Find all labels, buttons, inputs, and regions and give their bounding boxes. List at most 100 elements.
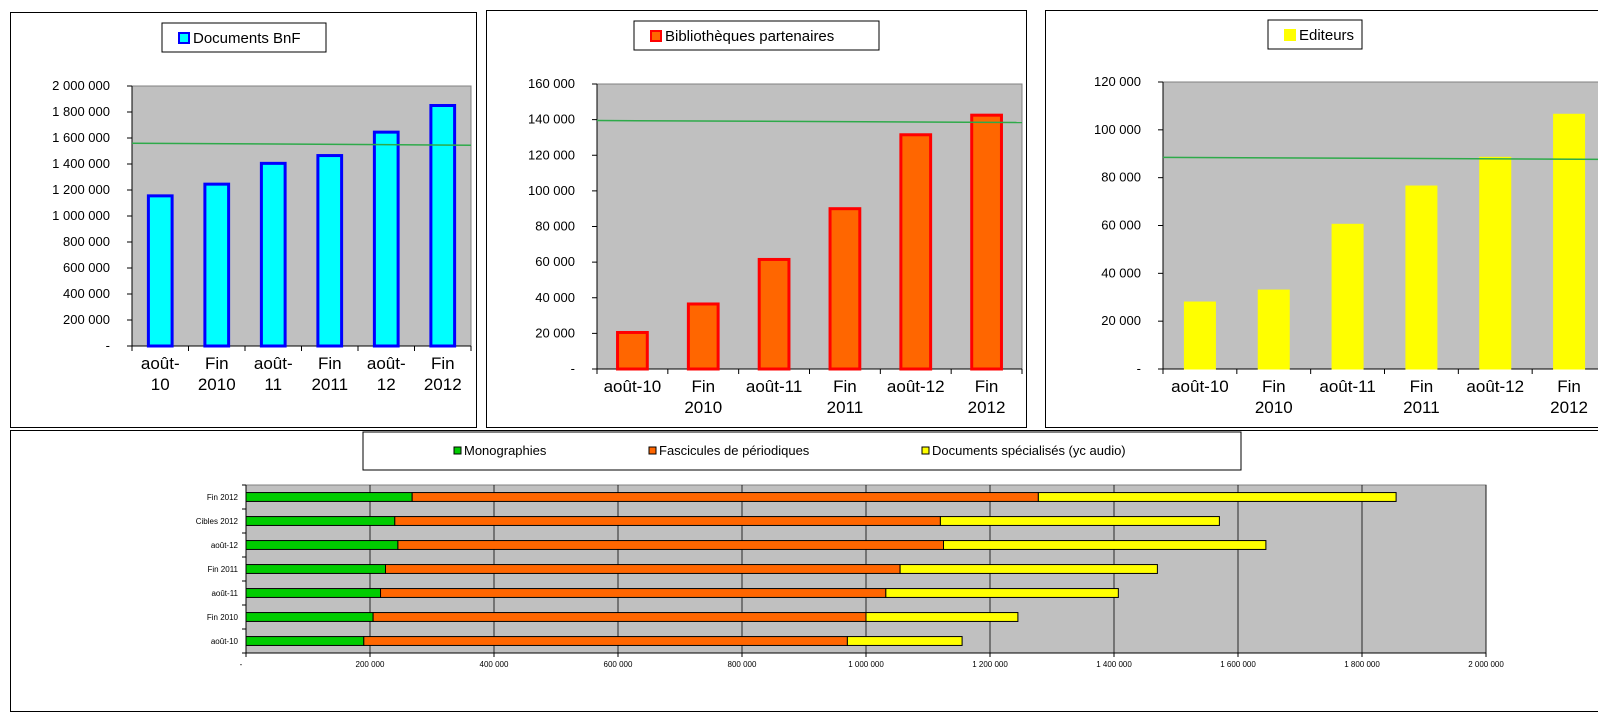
bar	[1257, 289, 1290, 370]
legend-swatch	[453, 446, 462, 455]
y-tick-label: Fin 2010	[207, 613, 239, 622]
y-tick-label: 80 000	[535, 219, 575, 234]
y-tick-label: Fin 2012	[207, 493, 239, 502]
legend-label: Editeurs	[1299, 27, 1354, 44]
x-tick-label: 2012	[1550, 398, 1588, 417]
bar-segment	[372, 612, 867, 622]
bar-segment	[1037, 492, 1397, 502]
x-tick-label: août-11	[1319, 377, 1375, 396]
y-tick-label: -	[106, 338, 110, 353]
y-tick-label: 60 000	[535, 254, 575, 269]
target-line	[596, 119, 1023, 124]
y-tick-label: 800 000	[63, 234, 110, 249]
x-tick-label: 11	[264, 375, 282, 394]
bar-segment	[394, 516, 941, 526]
legend-label: Documents BnF	[193, 30, 301, 47]
target-line	[1162, 156, 1598, 161]
x-tick-label: 1 800 000	[1344, 660, 1380, 669]
y-tick-label: -	[1137, 361, 1141, 376]
x-tick-label: -	[240, 660, 243, 669]
legend-label: Monographies	[464, 443, 547, 458]
x-tick-label: 2011	[311, 375, 348, 394]
chart-panel-editeurs: Editeurs - 20 000 40 000 60 000 80 000 100 000…	[1045, 10, 1598, 428]
x-tick-label: Fin	[1410, 377, 1434, 396]
x-tick-label: août-	[141, 354, 180, 373]
y-tick-label: 120 000	[528, 147, 575, 162]
bar-segment	[885, 588, 1119, 598]
x-tick-label: août-10	[1171, 377, 1229, 396]
y-tick-label: 20 000	[1101, 313, 1141, 328]
bar	[316, 154, 344, 348]
bar-segment	[385, 564, 901, 574]
bar	[899, 133, 933, 371]
bar	[616, 330, 649, 371]
bar	[372, 130, 400, 348]
y-tick-label: 1 400 000	[52, 156, 110, 171]
bar	[1553, 113, 1586, 370]
chart-panel-bibliotheques-partenaires: Bibliothèques partenaires - 20 000 40 000 60…	[486, 10, 1027, 428]
x-tick-label: août-	[367, 354, 406, 373]
bar	[1405, 185, 1438, 370]
x-tick-label: Fin	[1557, 377, 1581, 396]
legend-box	[1267, 19, 1363, 50]
bar-segment	[411, 492, 1039, 502]
bar-segment	[245, 492, 413, 502]
x-tick-label: Fin	[431, 354, 455, 373]
x-tick-label: Fin	[318, 354, 342, 373]
y-tick-label: Cibles 2012	[196, 517, 239, 526]
bar	[146, 194, 174, 348]
bar	[970, 113, 1003, 371]
legend-box	[633, 20, 880, 51]
y-tick-label: -	[571, 361, 575, 376]
legend-box	[362, 431, 1242, 471]
y-tick-label: 600 000	[63, 260, 110, 275]
y-tick-label: août-11	[211, 589, 238, 598]
bar-segment	[245, 588, 382, 598]
x-tick-label: 1 400 000	[1096, 660, 1132, 669]
x-tick-label: Fin	[833, 377, 857, 396]
legend-swatch	[650, 30, 662, 42]
plot-area	[131, 85, 472, 347]
bar	[1183, 301, 1216, 370]
chart-stacked-document-types: Monographies Fascicules de périodiques Doc…	[196, 431, 1504, 669]
bar-segment	[939, 516, 1220, 526]
x-tick-label: 10	[151, 375, 170, 394]
bar-segment	[245, 540, 399, 550]
y-tick-label: 60 000	[1101, 218, 1141, 233]
x-tick-label: 1 000 000	[848, 660, 884, 669]
x-tick-label: 2012	[424, 375, 462, 394]
x-tick-label: 600 000	[604, 660, 633, 669]
bar-segment	[245, 564, 386, 574]
bar-segment	[245, 516, 396, 526]
plot-area	[1162, 81, 1598, 370]
y-tick-label: août-10	[211, 637, 239, 646]
bar	[1479, 156, 1512, 370]
bar-segment	[943, 540, 1267, 550]
y-tick-label: 100 000	[528, 183, 575, 198]
legend-swatch	[648, 446, 657, 455]
x-tick-label: 200 000	[356, 660, 385, 669]
y-tick-label: 100 000	[1094, 122, 1141, 137]
x-tick-label: 12	[377, 375, 396, 394]
x-tick-label: 2 000 000	[1468, 660, 1504, 669]
y-tick-label: 200 000	[63, 312, 110, 327]
y-tick-label: 1 800 000	[52, 104, 110, 119]
legend-swatch	[921, 446, 930, 455]
chart-bibliotheques-partenaires: Bibliothèques partenaires - 20 000 40 000 60…	[528, 20, 1023, 417]
x-tick-label: 2011	[1403, 398, 1440, 417]
legend-label: Bibliothèques partenaires	[665, 28, 834, 45]
y-tick-label: 1 600 000	[52, 130, 110, 145]
bar-segment	[363, 636, 848, 646]
x-tick-label: août-12	[1466, 377, 1524, 396]
x-tick-label: août-11	[746, 377, 802, 396]
legend-swatch	[1284, 29, 1296, 41]
y-tick-label: 40 000	[1101, 265, 1141, 280]
bar-segment	[865, 612, 1019, 622]
bar	[828, 207, 862, 371]
legend-label: Documents spécialisés (yc audio)	[932, 443, 1126, 458]
y-tick-label: 40 000	[535, 290, 575, 305]
chart-editeurs: Editeurs - 20 000 40 000 60 000 80 000 100 000…	[1094, 19, 1598, 417]
x-tick-label: Fin	[691, 377, 715, 396]
y-tick-label: Fin 2011	[207, 565, 238, 574]
legend-label: Fascicules de périodiques	[659, 443, 810, 458]
